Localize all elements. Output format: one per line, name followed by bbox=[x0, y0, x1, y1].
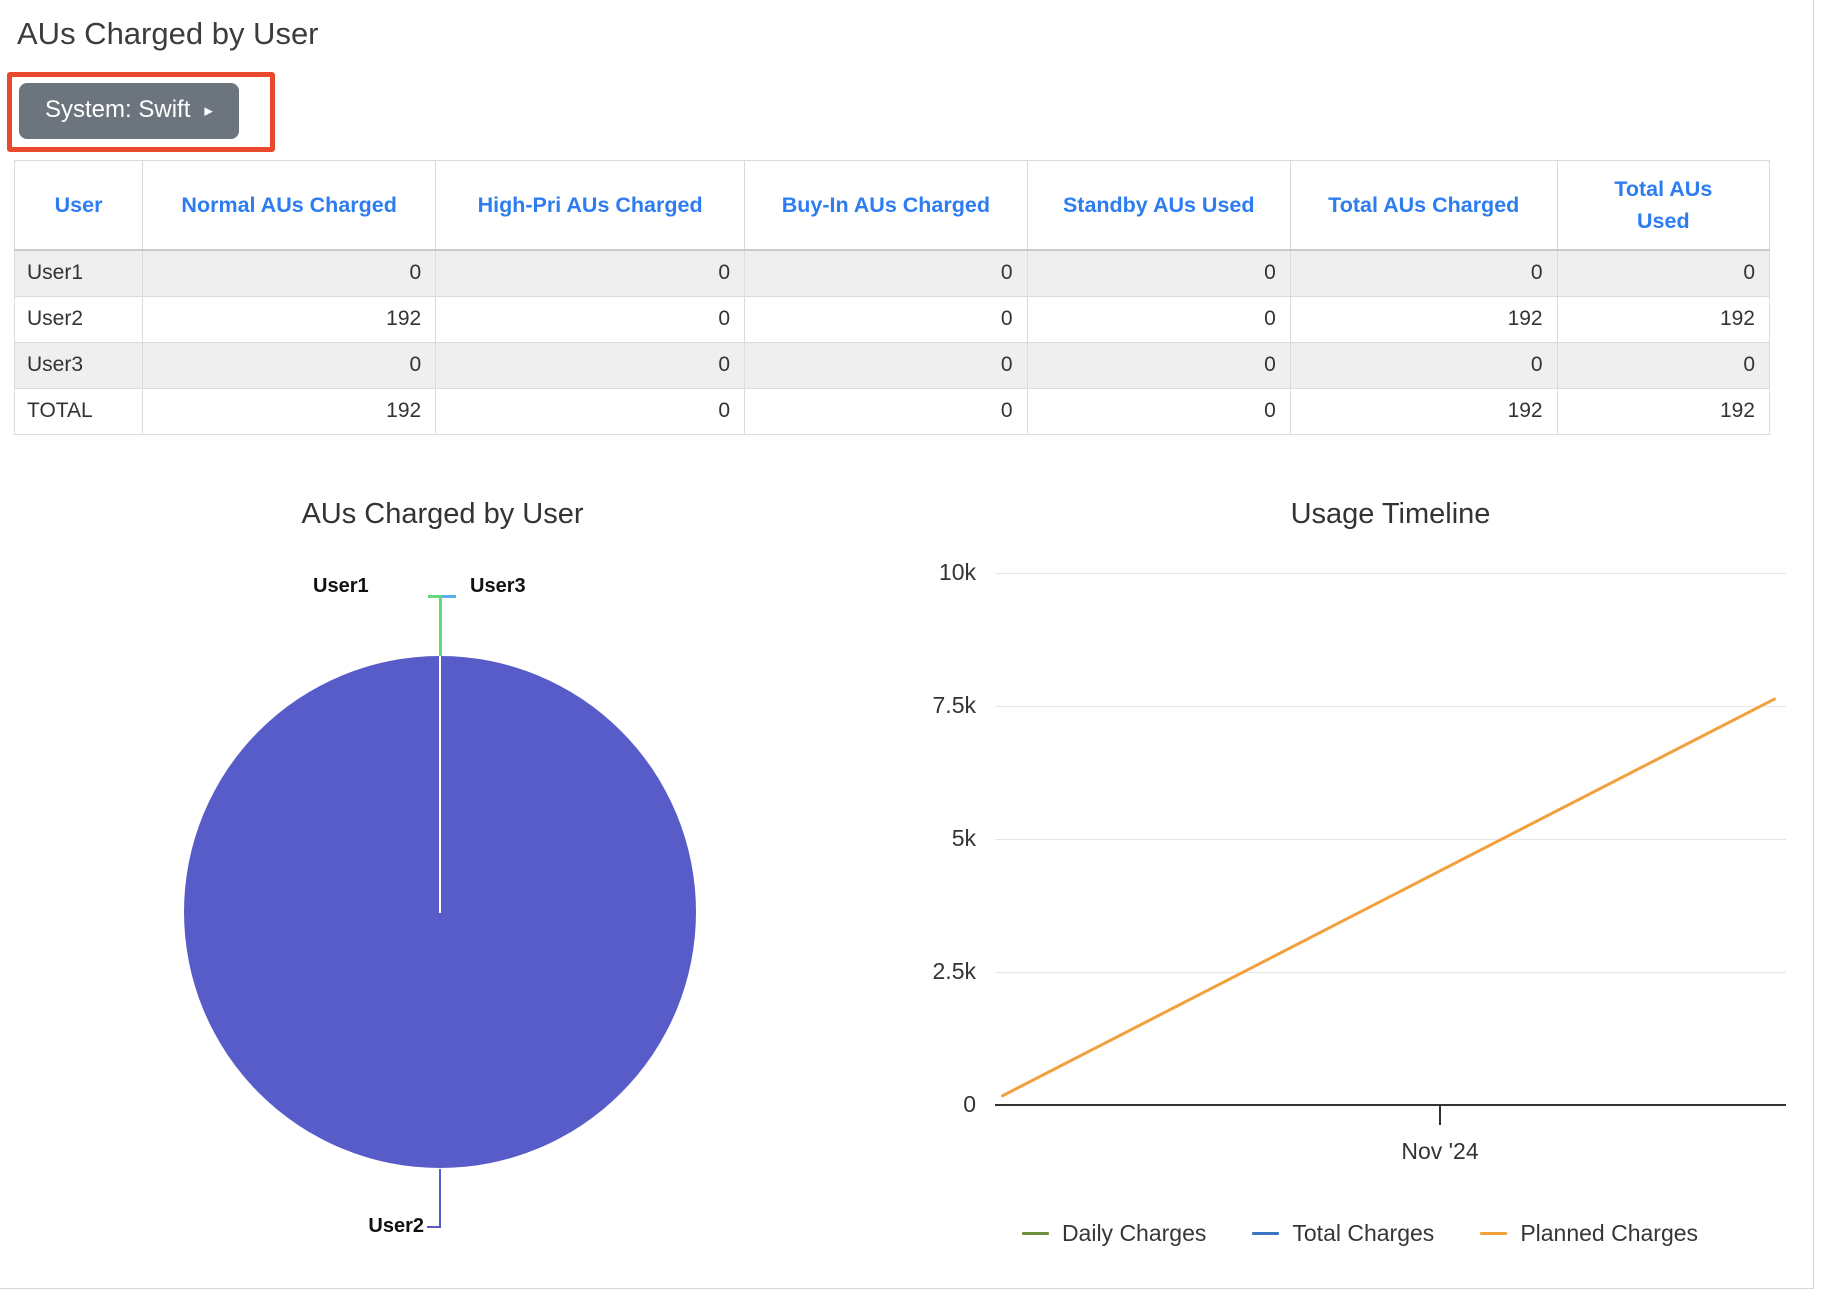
gridline-2-5k bbox=[995, 972, 1786, 973]
cell-value: 192 bbox=[142, 295, 437, 343]
x-axis-line bbox=[995, 1104, 1786, 1106]
cell-value: 0 bbox=[435, 295, 746, 343]
aus-charged-table: User Normal AUs Charged High-Pri AUs Cha… bbox=[13, 160, 1771, 435]
chevron-right-icon: ▸ bbox=[204, 101, 213, 120]
cell-value: 0 bbox=[1026, 387, 1291, 435]
pie-chart-title: AUs Charged by User bbox=[301, 498, 584, 530]
cell-user: User3 bbox=[13, 341, 144, 389]
cell-value: 0 bbox=[435, 387, 746, 435]
cell-user: TOTAL bbox=[13, 387, 144, 435]
legend-item-planned-charges[interactable]: Planned Charges bbox=[1480, 1220, 1698, 1247]
legend-item-total-charges[interactable]: Total Charges bbox=[1252, 1220, 1434, 1247]
y-tick-5k: 5k bbox=[951, 825, 976, 851]
cell-value: 0 bbox=[1289, 249, 1558, 297]
pie-label-user2: User2 bbox=[368, 1215, 424, 1237]
y-tick-2-5k: 2.5k bbox=[932, 958, 976, 984]
gridline-10k bbox=[995, 573, 1786, 574]
pie-slice-boundary bbox=[439, 656, 441, 913]
y-tick-7-5k: 7.5k bbox=[932, 692, 976, 718]
user1-leader-line bbox=[428, 595, 441, 598]
column-header-standby-aus-used[interactable]: Standby AUs Used bbox=[1026, 160, 1291, 251]
column-header-normal-aus-charged[interactable]: Normal AUs Charged bbox=[142, 160, 437, 251]
cell-value: 0 bbox=[142, 341, 437, 389]
cell-user: User1 bbox=[13, 249, 144, 297]
cell-value: 192 bbox=[142, 387, 437, 435]
pie-label-user3: User3 bbox=[470, 575, 526, 597]
user1-leader-line-vertical bbox=[439, 595, 442, 656]
cell-value: 0 bbox=[1026, 341, 1291, 389]
cell-value: 0 bbox=[744, 387, 1028, 435]
cell-value: 0 bbox=[744, 341, 1028, 389]
column-header-total-aus-charged[interactable]: Total AUs Charged bbox=[1289, 160, 1558, 251]
gridline-5k bbox=[995, 839, 1786, 840]
column-header-total-aus-used[interactable]: Total AUs Used bbox=[1556, 160, 1771, 251]
cell-value: 0 bbox=[1556, 249, 1771, 297]
daily-charges-swatch-icon bbox=[1021, 1232, 1049, 1235]
cell-value: 0 bbox=[744, 249, 1028, 297]
chart-legend: Daily Charges Total Charges Planned Char… bbox=[960, 1220, 1760, 1247]
system-selector-button[interactable]: System: Swift ▸ bbox=[19, 83, 239, 139]
legend-label: Planned Charges bbox=[1520, 1220, 1699, 1246]
cell-value: 0 bbox=[1289, 341, 1558, 389]
total-charges-swatch-icon bbox=[1252, 1232, 1280, 1235]
pie-label-user1: User1 bbox=[313, 575, 369, 597]
table-row-total: TOTAL 192 0 0 0 192 192 bbox=[13, 387, 1771, 435]
charts-section: AUs Charged by User User1 User3 User2 Us… bbox=[0, 432, 1814, 1289]
y-tick-10k: 10k bbox=[938, 559, 976, 585]
system-selector-label: System: Swift bbox=[45, 96, 191, 123]
cell-value: 0 bbox=[142, 249, 437, 297]
cell-value: 0 bbox=[1556, 341, 1771, 389]
planned-charges-swatch-icon bbox=[1480, 1232, 1508, 1235]
legend-label: Daily Charges bbox=[1061, 1220, 1207, 1246]
table-header-row: User Normal AUs Charged High-Pri AUs Cha… bbox=[13, 160, 1771, 251]
cell-value: 0 bbox=[435, 249, 746, 297]
column-header-user[interactable]: User bbox=[13, 160, 144, 251]
legend-item-daily-charges[interactable]: Daily Charges bbox=[1021, 1220, 1207, 1247]
cell-value: 0 bbox=[435, 341, 746, 389]
x-tick-label-nov24: Nov '24 bbox=[1401, 1138, 1479, 1164]
gridline-7-5k bbox=[995, 706, 1786, 707]
column-header-buyin-aus-charged[interactable]: Buy-In AUs Charged bbox=[744, 160, 1028, 251]
planned-charges-line bbox=[1000, 697, 1777, 1098]
cell-value: 192 bbox=[1556, 295, 1771, 343]
cell-value: 192 bbox=[1289, 387, 1558, 435]
table-row-user3: User3 0 0 0 0 0 0 bbox=[13, 341, 1771, 389]
cell-value: 192 bbox=[1289, 295, 1558, 343]
cell-value: 192 bbox=[1556, 387, 1771, 435]
line-chart-title: Usage Timeline bbox=[1290, 498, 1491, 530]
column-header-highpri-aus-charged[interactable]: High-Pri AUs Charged bbox=[435, 160, 746, 251]
page-title: AUs Charged by User bbox=[17, 16, 319, 51]
user2-leader-line-vertical bbox=[439, 1169, 441, 1228]
y-tick-0: 0 bbox=[963, 1091, 976, 1117]
system-selector-highlight-box: System: Swift ▸ bbox=[7, 72, 275, 152]
table-row-user1: User1 0 0 0 0 0 0 bbox=[13, 249, 1771, 297]
user3-leader-line bbox=[441, 595, 456, 598]
cell-value: 0 bbox=[744, 295, 1028, 343]
cell-value: 0 bbox=[1026, 295, 1291, 343]
user2-leader-line bbox=[427, 1226, 440, 1228]
x-axis-tick bbox=[1439, 1106, 1441, 1125]
legend-label: Total Charges bbox=[1292, 1220, 1435, 1246]
table-row-user2: User2 192 0 0 0 192 192 bbox=[13, 295, 1771, 343]
cell-value: 0 bbox=[1026, 249, 1291, 297]
cell-user: User2 bbox=[13, 295, 144, 343]
